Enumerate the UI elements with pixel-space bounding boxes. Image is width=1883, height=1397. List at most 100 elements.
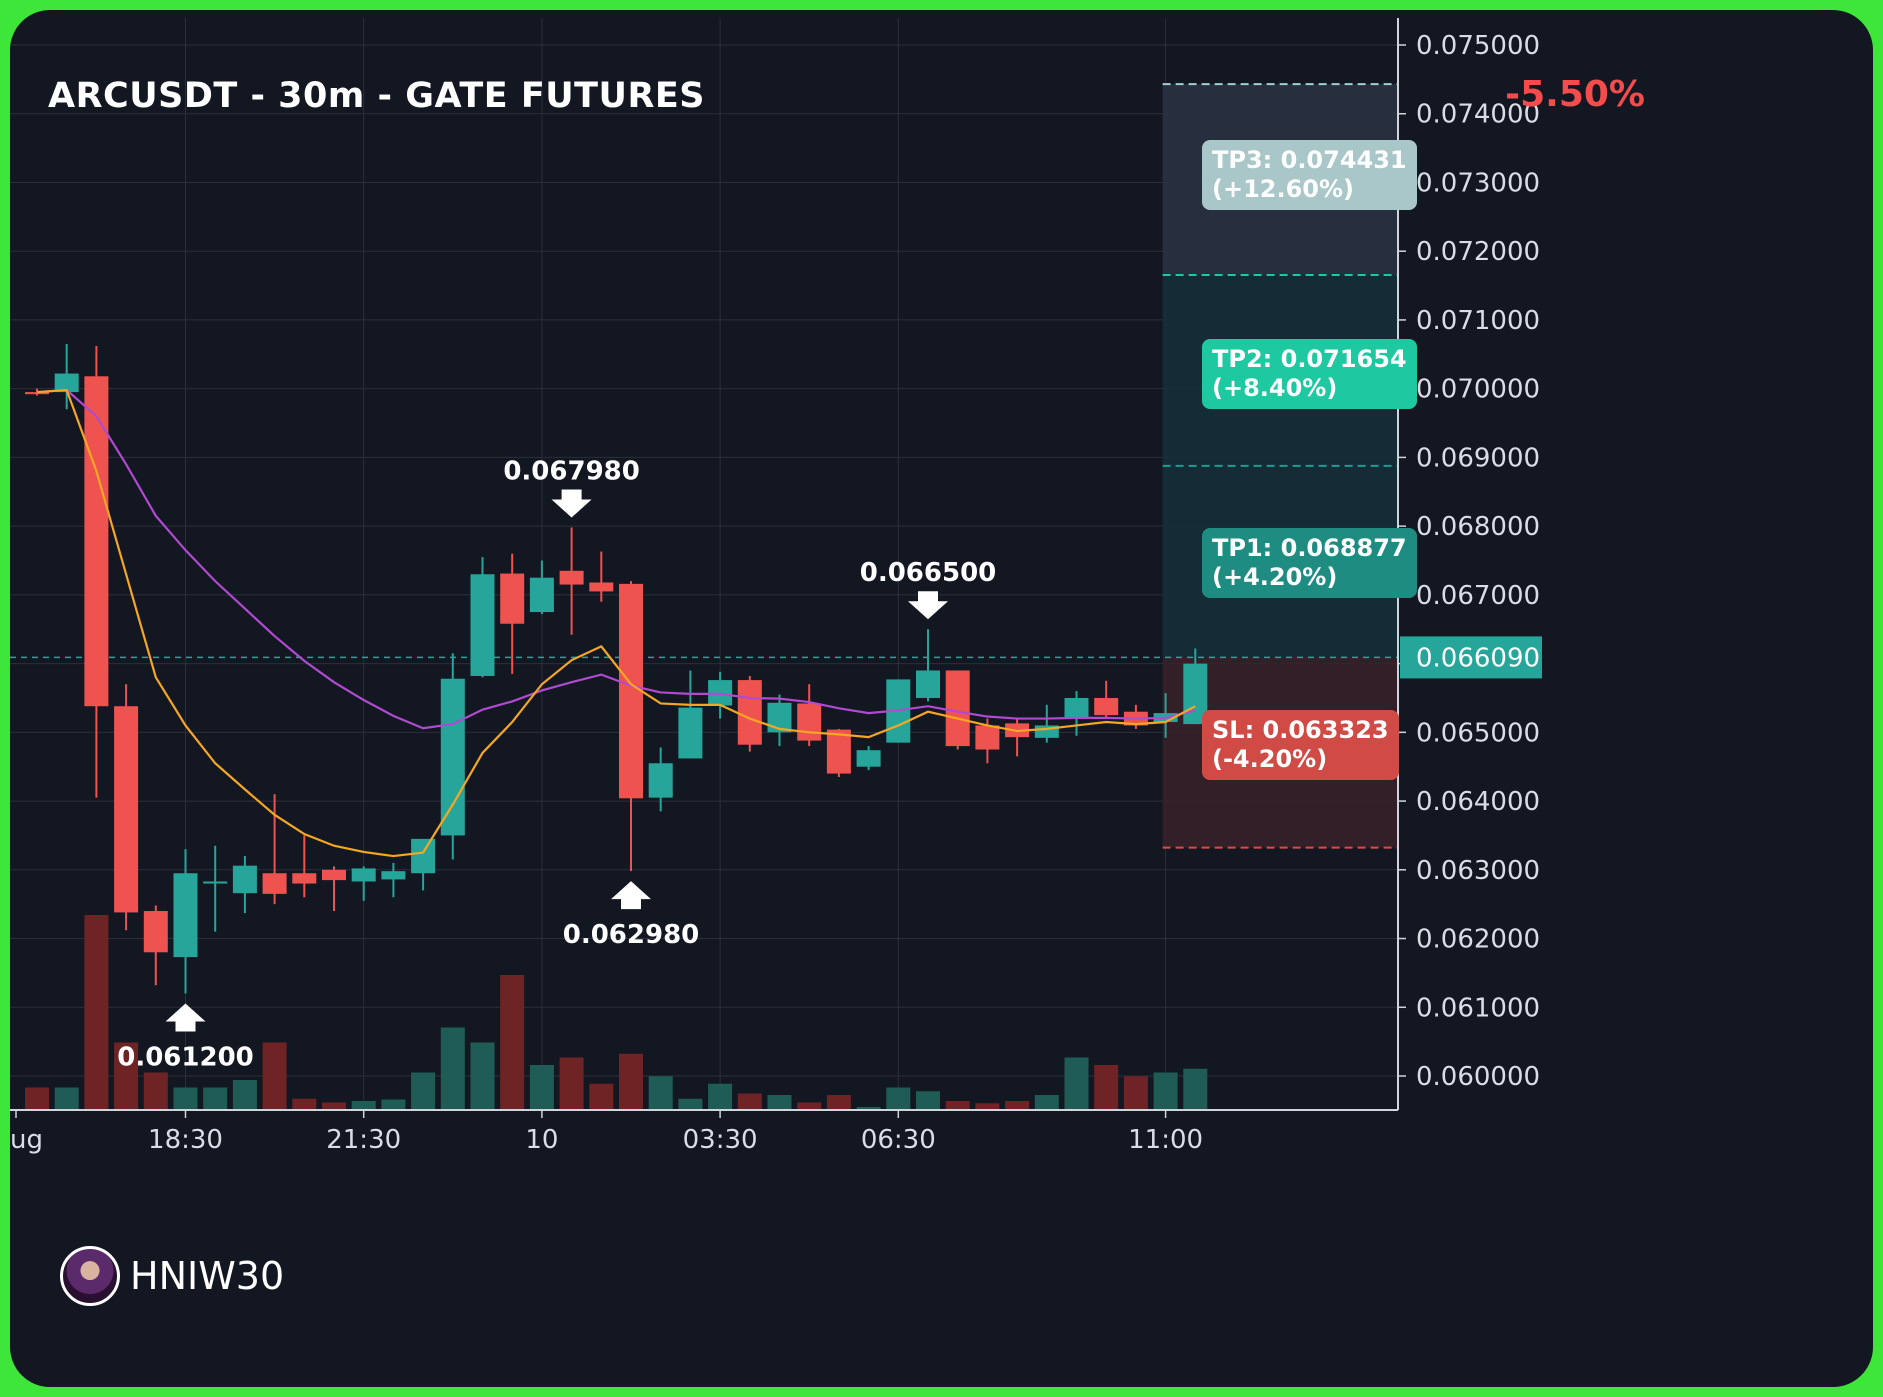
- candle-body: [678, 707, 703, 759]
- y-tick-label: 0.069000: [1416, 443, 1540, 473]
- x-tick-label: 21:30: [326, 1125, 401, 1155]
- arrow-down-icon: [908, 591, 948, 620]
- y-tick-label: 0.071000: [1416, 306, 1540, 336]
- x-tick-label: 06:30: [861, 1125, 936, 1155]
- price-annotation: 0.062980: [563, 920, 700, 950]
- y-tick-label: 0.060000: [1416, 1062, 1540, 1092]
- candle-body: [411, 838, 436, 874]
- x-tick-label: 18:30: [148, 1125, 223, 1155]
- chart-title: ARCUSDT - 30m - GATE FUTURES: [48, 76, 706, 116]
- volume-bar: [1153, 1072, 1178, 1110]
- volume-bar: [381, 1099, 406, 1110]
- volume-bar: [292, 1098, 317, 1110]
- candle-body: [767, 702, 792, 733]
- candle-body: [945, 670, 970, 747]
- chart-frame: 0.067980 0.062980 0.066500 0.061200 0.075000…: [10, 10, 1873, 1387]
- change-percent-label: -5.50%: [1505, 74, 1645, 115]
- y-tick-label: 0.065000: [1416, 718, 1540, 748]
- candle-body: [203, 881, 228, 884]
- candle-body: [440, 678, 465, 836]
- price-annotation: 0.067980: [503, 457, 640, 487]
- y-tick-label: 0.062000: [1416, 925, 1540, 955]
- watermark: HNIW30: [60, 1246, 284, 1306]
- volume-bar: [1005, 1101, 1030, 1110]
- x-tick-label: ug: [10, 1125, 43, 1155]
- candle-body: [975, 725, 1000, 750]
- candle-body: [292, 873, 317, 884]
- volume-bar: [559, 1057, 584, 1110]
- volume-bar: [826, 1095, 851, 1110]
- volume-bar: [886, 1087, 911, 1110]
- volume-bar: [619, 1053, 643, 1110]
- candle-body: [916, 670, 940, 698]
- candle-body: [1094, 697, 1119, 716]
- candle-body: [322, 869, 346, 881]
- price-annotation: 0.061200: [117, 1043, 254, 1073]
- candle-body: [589, 582, 614, 592]
- tp2-label: TP2: 0.071654 (+8.40%): [1202, 338, 1417, 409]
- volume-bar: [945, 1101, 970, 1110]
- volume-bar: [648, 1076, 673, 1110]
- volume-bar: [232, 1080, 257, 1110]
- arrow-up-icon: [165, 1003, 206, 1032]
- y-tick-label: 0.070000: [1416, 375, 1540, 405]
- candle-body: [232, 865, 257, 894]
- y-tick-label: 0.072000: [1416, 237, 1540, 267]
- avatar: [60, 1246, 120, 1306]
- volume-bar: [1094, 1065, 1119, 1110]
- arrow-up-icon: [611, 881, 651, 910]
- x-tick-label: 10: [525, 1125, 558, 1155]
- candle-body: [262, 873, 287, 894]
- candle-body: [25, 392, 49, 395]
- tp3-label: TP3: 0.074431 (+12.60%): [1202, 139, 1417, 210]
- volume-bar: [470, 1042, 495, 1110]
- volume-bar: [203, 1087, 228, 1110]
- volume-bar: [440, 1027, 465, 1110]
- volume-bar: [1183, 1068, 1208, 1110]
- candle-body: [351, 868, 376, 882]
- candle-body: [648, 763, 673, 798]
- candle-body: [1064, 697, 1089, 719]
- volume-bar: [173, 1087, 198, 1110]
- volume-bar: [54, 1087, 79, 1110]
- current-price-tag: [1400, 636, 1542, 679]
- arrow-down-icon: [551, 489, 592, 518]
- volume-bar: [797, 1102, 822, 1110]
- watermark-text: HNIW30: [130, 1254, 285, 1298]
- candle-body: [143, 911, 168, 953]
- candle-body: [619, 583, 643, 799]
- volume-bar: [678, 1098, 703, 1110]
- candle-body: [559, 570, 584, 585]
- candle-body: [826, 729, 851, 774]
- candle-body: [114, 706, 139, 913]
- y-tick-label: 0.061000: [1416, 993, 1540, 1023]
- volume-bar: [500, 975, 525, 1110]
- volume-bar: [856, 1107, 881, 1110]
- volume-bar: [114, 1042, 139, 1110]
- candle-body: [173, 873, 198, 958]
- y-tick-label: 0.067000: [1416, 581, 1540, 611]
- candlestick-chart[interactable]: 0.067980 0.062980 0.066500 0.061200 0.075000…: [10, 10, 1873, 1387]
- volume-bar: [143, 1072, 168, 1110]
- volume-bar: [916, 1091, 940, 1110]
- volume-bar: [1123, 1076, 1148, 1110]
- volume-bar: [767, 1095, 792, 1110]
- y-tick-label: 0.075000: [1416, 31, 1540, 61]
- volume-bar: [589, 1083, 614, 1110]
- y-tick-label: 0.063000: [1416, 856, 1540, 886]
- volume-bar: [1034, 1095, 1059, 1110]
- candle-body: [54, 373, 79, 393]
- tp1-label: TP1: 0.068877 (+4.20%): [1202, 527, 1417, 598]
- candle-body: [856, 750, 881, 767]
- candle-body: [797, 703, 822, 741]
- y-tick-label: 0.073000: [1416, 168, 1540, 198]
- y-tick-label: 0.068000: [1416, 512, 1540, 542]
- y-tick-label: 0.064000: [1416, 787, 1540, 817]
- volume-bar: [411, 1072, 436, 1110]
- candle-body: [737, 680, 762, 745]
- candle-body: [381, 871, 406, 880]
- volume-bar: [975, 1103, 1000, 1110]
- y-tick-label: 0.074000: [1416, 100, 1540, 130]
- candle-body: [529, 577, 554, 613]
- volume-bar: [84, 915, 109, 1110]
